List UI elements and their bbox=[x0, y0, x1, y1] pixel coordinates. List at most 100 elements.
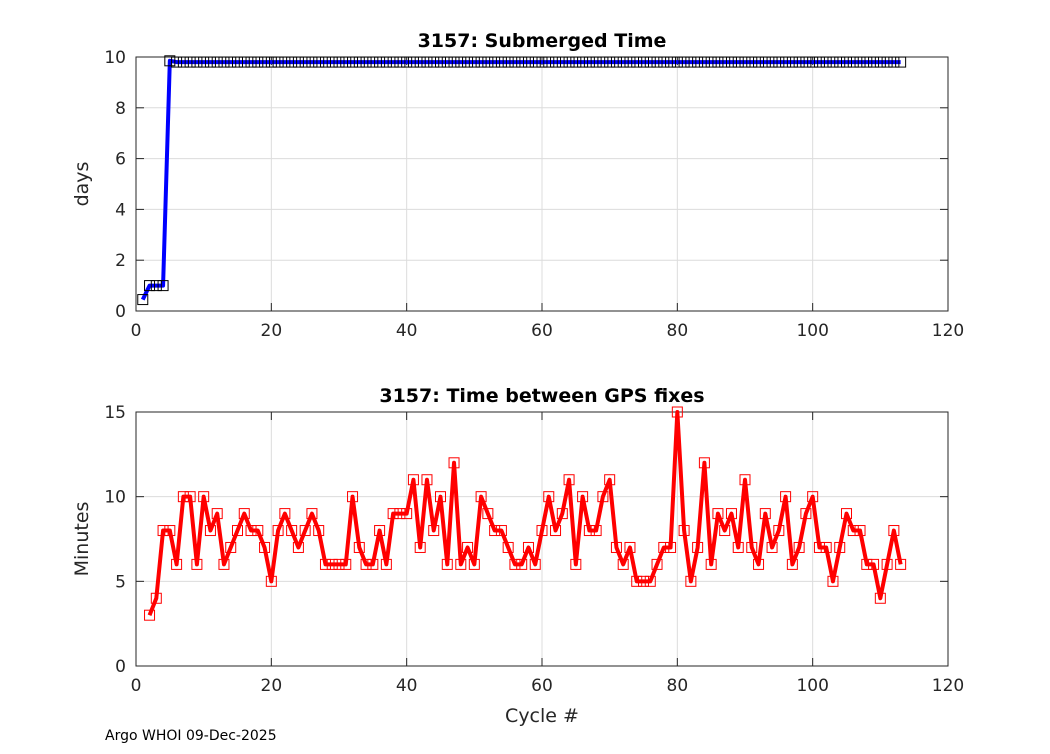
data-point-marker bbox=[881, 56, 893, 68]
data-point-marker bbox=[759, 508, 771, 520]
data-point-marker bbox=[340, 56, 352, 68]
x-tick-label: 80 bbox=[667, 676, 689, 696]
data-point-marker bbox=[536, 56, 548, 68]
data-point-marker bbox=[617, 56, 629, 68]
data-point-marker bbox=[313, 525, 325, 537]
data-point-marker bbox=[468, 56, 480, 68]
data-point-marker bbox=[786, 56, 798, 68]
data-point-marker bbox=[638, 56, 649, 68]
data-point-marker bbox=[482, 508, 494, 520]
x-tick-label: 100 bbox=[796, 676, 828, 696]
y-tick-label: 10 bbox=[104, 488, 126, 508]
x-tick-label: 120 bbox=[932, 321, 964, 341]
data-point-marker bbox=[813, 56, 825, 68]
data-point-marker bbox=[509, 56, 521, 68]
data-point-marker bbox=[610, 56, 622, 68]
data-point-marker bbox=[529, 56, 541, 68]
data-point-marker bbox=[725, 56, 737, 68]
data-point-marker bbox=[211, 508, 223, 520]
data-point-marker bbox=[874, 592, 886, 604]
series-line bbox=[147, 410, 903, 616]
data-point-marker bbox=[563, 56, 575, 68]
data-point-marker bbox=[753, 558, 765, 570]
data-point-marker bbox=[651, 558, 663, 570]
data-point-marker bbox=[475, 56, 487, 68]
data-point-marker bbox=[265, 575, 277, 587]
data-point-marker bbox=[868, 56, 880, 68]
x-tick-label: 40 bbox=[396, 321, 418, 341]
data-point-marker bbox=[678, 525, 690, 537]
data-point-marker bbox=[516, 56, 528, 68]
data-point-marker bbox=[441, 558, 453, 570]
data-point-marker bbox=[800, 508, 812, 520]
data-point-marker bbox=[171, 558, 183, 570]
data-point-marker bbox=[644, 575, 656, 587]
data-point-marker bbox=[671, 406, 683, 418]
data-point-marker bbox=[171, 56, 183, 68]
x-tick-label: 80 bbox=[667, 321, 689, 341]
data-point-marker bbox=[624, 56, 636, 68]
data-point-marker bbox=[333, 56, 345, 68]
data-point-marker bbox=[218, 56, 230, 68]
data-point-marker bbox=[834, 541, 846, 553]
data-point-marker bbox=[286, 525, 298, 537]
data-point-marker bbox=[191, 56, 203, 68]
data-point-marker bbox=[644, 56, 656, 68]
data-point-marker bbox=[401, 508, 413, 520]
data-point-marker bbox=[441, 56, 453, 68]
data-point-marker bbox=[313, 56, 325, 68]
data-point-marker bbox=[820, 56, 832, 68]
data-point-marker bbox=[144, 280, 156, 292]
data-point-marker bbox=[489, 525, 501, 537]
data-point-marker bbox=[225, 541, 237, 553]
data-point-marker bbox=[435, 56, 446, 68]
data-point-marker bbox=[177, 491, 189, 503]
data-point-marker bbox=[780, 491, 792, 503]
y-axis-label: days bbox=[71, 162, 93, 207]
data-point-marker bbox=[759, 56, 771, 68]
data-point-marker bbox=[292, 56, 304, 68]
data-point-marker bbox=[807, 491, 819, 503]
data-point-marker bbox=[292, 541, 304, 553]
data-point-marker bbox=[671, 56, 683, 68]
data-point-marker bbox=[495, 525, 507, 537]
data-point-marker bbox=[563, 474, 575, 486]
y-tick-label: 0 bbox=[115, 657, 126, 677]
data-point-marker bbox=[380, 56, 392, 68]
data-point-marker bbox=[252, 56, 264, 68]
data-point-marker bbox=[773, 56, 785, 68]
data-point-marker bbox=[550, 525, 562, 537]
data-point-marker bbox=[245, 525, 257, 537]
data-point-marker bbox=[820, 541, 832, 553]
data-point-marker bbox=[360, 558, 372, 570]
x-axis-label: Cycle # bbox=[505, 705, 579, 727]
data-point-marker bbox=[570, 558, 582, 570]
data-point-marker bbox=[428, 525, 440, 537]
data-point-marker bbox=[841, 508, 852, 520]
data-point-marker bbox=[705, 56, 717, 68]
y-tick-label: 2 bbox=[115, 251, 126, 271]
data-point-marker bbox=[550, 56, 562, 68]
data-point-marker bbox=[793, 541, 805, 553]
data-point-marker bbox=[279, 508, 291, 520]
data-point-marker bbox=[347, 56, 359, 68]
data-point-marker bbox=[184, 56, 196, 68]
data-point-marker bbox=[732, 56, 744, 68]
data-point-marker bbox=[265, 56, 277, 68]
data-point-marker bbox=[238, 508, 250, 520]
data-point-marker bbox=[529, 558, 541, 570]
y-tick-label: 10 bbox=[104, 48, 126, 68]
data-point-marker bbox=[617, 558, 629, 570]
data-point-marker bbox=[198, 491, 210, 503]
data-point-marker bbox=[455, 558, 467, 570]
data-point-marker bbox=[895, 56, 907, 68]
data-point-marker bbox=[299, 56, 311, 68]
data-point-marker bbox=[725, 508, 737, 520]
data-point-marker bbox=[326, 558, 338, 570]
data-point-marker bbox=[489, 56, 501, 68]
data-point-marker bbox=[272, 525, 284, 537]
data-point-marker bbox=[712, 56, 724, 68]
y-tick-label: 4 bbox=[115, 200, 126, 220]
y-tick-label: 8 bbox=[115, 99, 126, 119]
